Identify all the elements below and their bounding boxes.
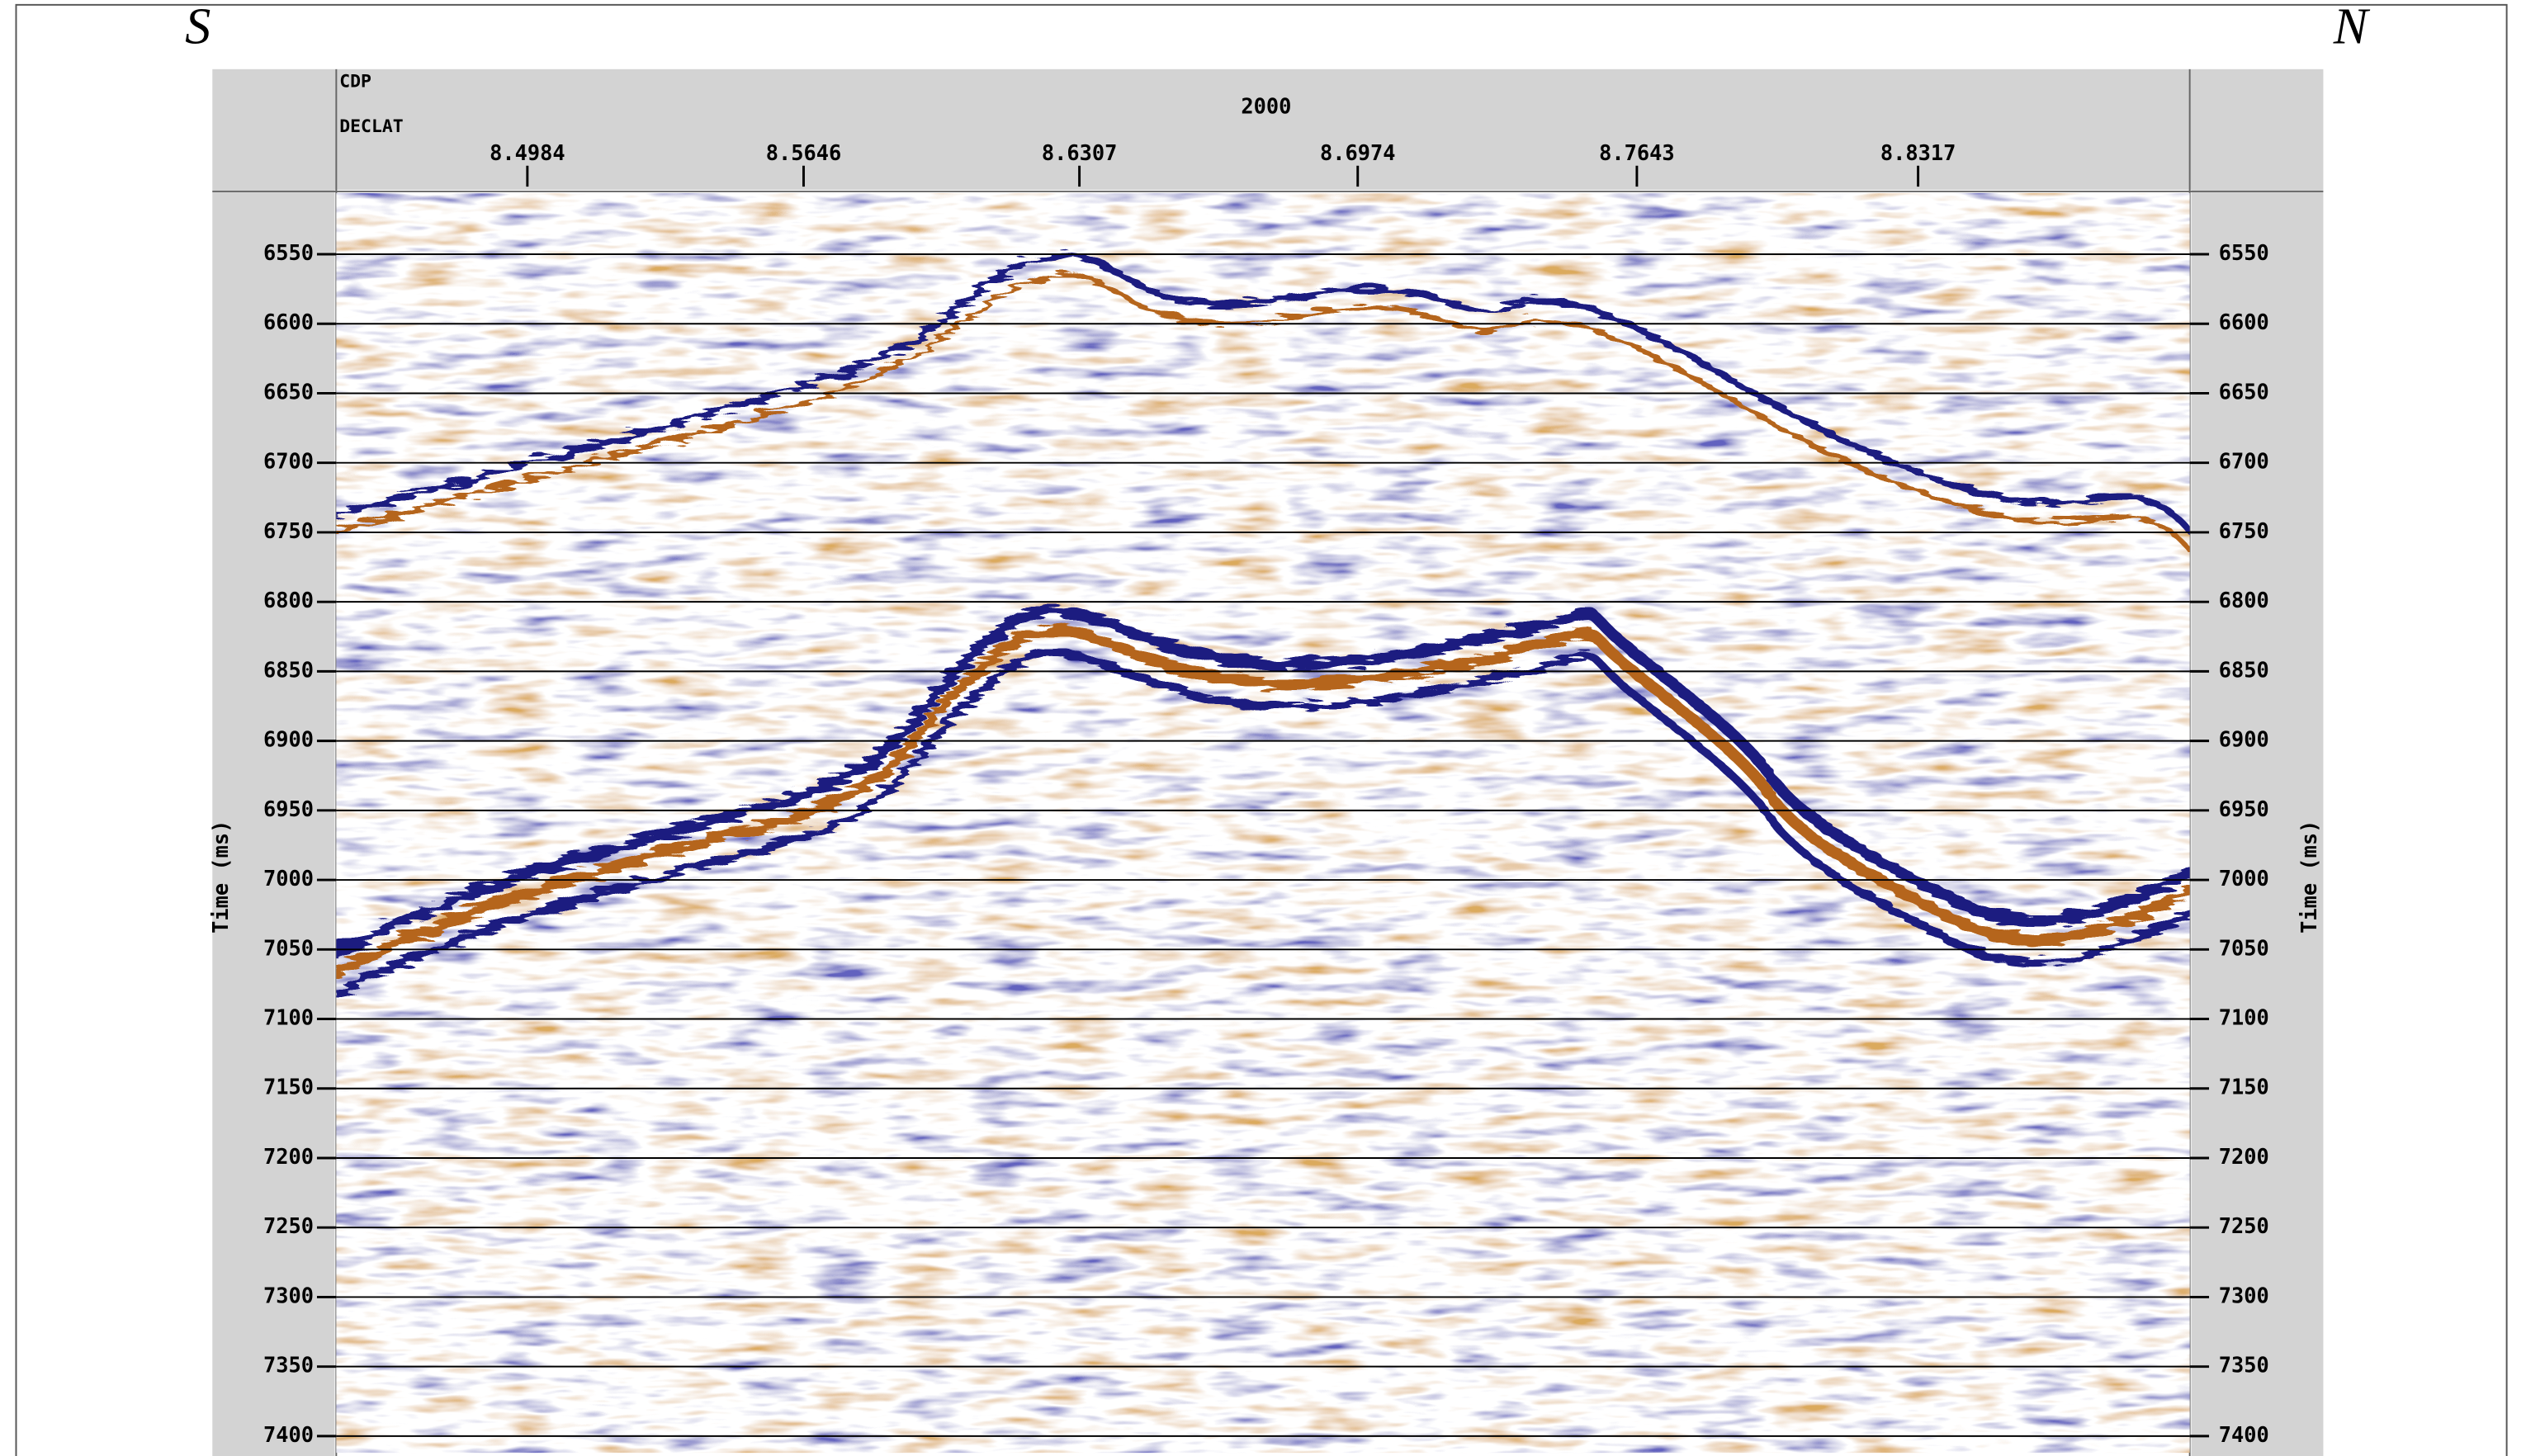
y-tick-label: 7000 <box>263 866 314 891</box>
top-axis-label: CDP <box>339 71 371 92</box>
y-tick-label: 7150 <box>2219 1075 2269 1099</box>
y-tick-label: 7200 <box>2219 1144 2269 1169</box>
y-tick-label: 6950 <box>2219 797 2269 821</box>
x-tick-label: 8.6974 <box>1320 140 1395 165</box>
y-tick-label: 7400 <box>2219 1422 2269 1447</box>
y-tick-label: 6700 <box>263 449 314 474</box>
left-axis-panel <box>212 190 335 1456</box>
y-tick-label: 7250 <box>2219 1213 2269 1238</box>
y-tick-label: 6700 <box>2219 449 2269 474</box>
y-tick-label: 6550 <box>2219 240 2269 265</box>
y-tick-label: 7350 <box>2219 1353 2269 1378</box>
y-tick-label: 6750 <box>263 518 314 543</box>
y-tick-label: 6650 <box>2219 379 2269 404</box>
y-tick-label: 7050 <box>2219 935 2269 960</box>
y-tick-label: 6600 <box>2219 310 2269 334</box>
y-tick-label: 6900 <box>263 727 314 752</box>
x-tick-label: 8.4984 <box>490 140 565 165</box>
x-tick-label: 8.5646 <box>766 140 841 165</box>
frame <box>15 3 2508 1456</box>
y-tick-label: 7100 <box>263 1005 314 1030</box>
seismic-image <box>336 192 2190 1454</box>
x-tick-label: 8.8317 <box>1880 140 1956 165</box>
x-tick-label: 8.6307 <box>1042 140 1117 165</box>
y-tick-label: 7300 <box>2219 1283 2269 1307</box>
direction-label: N <box>2333 0 2371 55</box>
y-tick-label: 7400 <box>263 1422 314 1447</box>
y-tick-label: 6750 <box>2219 518 2269 543</box>
seismic-noise <box>336 192 2190 1454</box>
y-tick-label: 7200 <box>263 1144 314 1169</box>
top-axis-tick-label: 2000 <box>1241 94 1291 119</box>
y-tick-label: 7300 <box>263 1283 314 1307</box>
y-tick-label: 7100 <box>2219 1005 2269 1030</box>
header-panel <box>212 69 2324 191</box>
y-tick-label: 6900 <box>2219 727 2269 752</box>
y-tick-label: 7000 <box>2219 866 2269 891</box>
y-tick-label: 6550 <box>263 240 314 265</box>
y-tick-label: 6800 <box>263 588 314 612</box>
y-tick-label: 6850 <box>263 657 314 682</box>
y-tick-label: 7250 <box>263 1213 314 1238</box>
y-tick-label: 6650 <box>263 379 314 404</box>
x-axis-label: DECLAT <box>339 116 403 137</box>
y-tick-label: 7050 <box>263 935 314 960</box>
y-tick-label: 7350 <box>263 1353 314 1378</box>
y-axis-label: Time (ms) <box>2297 820 2321 934</box>
y-tick-label: 6600 <box>263 310 314 334</box>
y-axis-label: Time (ms) <box>208 820 233 934</box>
direction-label: S <box>185 0 210 55</box>
y-tick-label: 6800 <box>2219 588 2269 612</box>
y-tick-label: 6850 <box>2219 657 2269 682</box>
y-tick-label: 6950 <box>263 797 314 821</box>
x-tick-label: 8.7643 <box>1599 140 1674 165</box>
y-tick-label: 7150 <box>263 1075 314 1099</box>
right-axis-panel <box>2191 190 2324 1456</box>
